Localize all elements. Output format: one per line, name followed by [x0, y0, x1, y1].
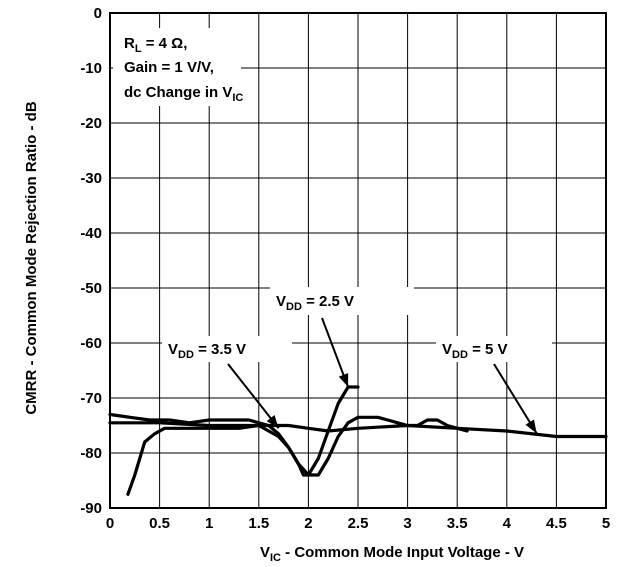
tick-labels: 0 0.5 1 1.5 2 2.5 3 3.5 4 4.5 5 0 -10 -20 -30 -40 -50 -60… [80, 5, 610, 532]
label-background [436, 336, 552, 362]
y-tick-label: -10 [80, 60, 102, 77]
x-tick-label: 0.5 [149, 515, 170, 532]
x-axis-title-main: V [260, 544, 270, 561]
y-axis-title: CMRR - Common Mode Rejection Ratio - dB [23, 101, 40, 414]
series-label-vdd-2-5-main: V [276, 293, 286, 310]
x-tick-label: 1 [205, 515, 213, 532]
note-line-1-main: R [124, 35, 135, 52]
x-tick-label: 2.5 [348, 515, 369, 532]
note-line-1: RL = 4 Ω, [124, 35, 187, 55]
x-tick-label: 3 [403, 515, 411, 532]
series-label-vdd-5-rest: = 5 V [468, 341, 508, 358]
series-label-vdd-2-5: VDD = 2.5 V [276, 293, 354, 313]
note-line-1-sub: L [135, 43, 142, 55]
x-tick-label: 5 [602, 515, 610, 532]
x-tick-label: 3.5 [447, 515, 468, 532]
series-label-vdd-5-main: V [442, 341, 452, 358]
y-tick-label: -80 [80, 445, 102, 462]
note-line-3-sub: IC [232, 92, 243, 104]
series-label-vdd-3-5-sub: DD [178, 349, 194, 361]
vdd-2-5-arrow [321, 317, 350, 388]
y-tick-label: -20 [80, 115, 102, 132]
y-tick-label: -40 [80, 225, 102, 242]
plot-frame [109, 12, 607, 509]
note-line-3-main: dc Change in V [124, 84, 232, 101]
x-tick-label: 1.5 [248, 515, 269, 532]
label-arrows [227, 317, 538, 434]
note-line-1-rest: = 4 Ω, [142, 35, 188, 52]
series-vdd-5-line [108, 421, 608, 439]
series-label-vdd-3-5: VDD = 3.5 V [168, 341, 246, 361]
series-label-vdd-5-sub: DD [452, 349, 468, 361]
x-tick-label: 0 [106, 515, 114, 532]
label-background [113, 28, 241, 106]
series-lines [108, 385, 608, 496]
y-tick-label: -60 [80, 335, 102, 352]
y-tick-label: -50 [80, 280, 102, 297]
label-background [162, 336, 292, 362]
grid [110, 13, 606, 508]
series-label-vdd-2-5-rest: = 2.5 V [302, 293, 354, 310]
x-axis-title: VIC - Common Mode Input Voltage - V [260, 544, 524, 564]
conditions-note: RL = 4 Ω, Gain = 1 V/V, dc Change in VIC [124, 35, 243, 104]
y-tick-label: -30 [80, 170, 102, 187]
x-tick-label: 4 [503, 515, 512, 532]
note-line-3: dc Change in VIC [124, 84, 243, 104]
note-line-2: Gain = 1 V/V, [124, 59, 214, 76]
x-axis-title-rest: - Common Mode Input Voltage - V [281, 544, 524, 561]
series-label-vdd-2-5-sub: DD [286, 301, 302, 313]
vdd-5-arrow [493, 363, 538, 434]
series-label-vdd-3-5-main: V [168, 341, 178, 358]
vdd-3-5-arrow [227, 363, 280, 429]
label-background [270, 287, 414, 315]
x-tick-label: 4.5 [546, 515, 567, 532]
y-tick-label: -90 [80, 500, 102, 517]
series-label-vdd-3-5-rest: = 3.5 V [194, 341, 246, 358]
y-tick-label: 0 [94, 5, 102, 22]
series-label-vdd-5: VDD = 5 V [442, 341, 508, 361]
y-tick-label: -70 [80, 390, 102, 407]
x-tick-label: 2 [304, 515, 312, 532]
x-axis-title-sub: IC [270, 552, 281, 564]
series-vdd-2-5-line [126, 385, 360, 496]
